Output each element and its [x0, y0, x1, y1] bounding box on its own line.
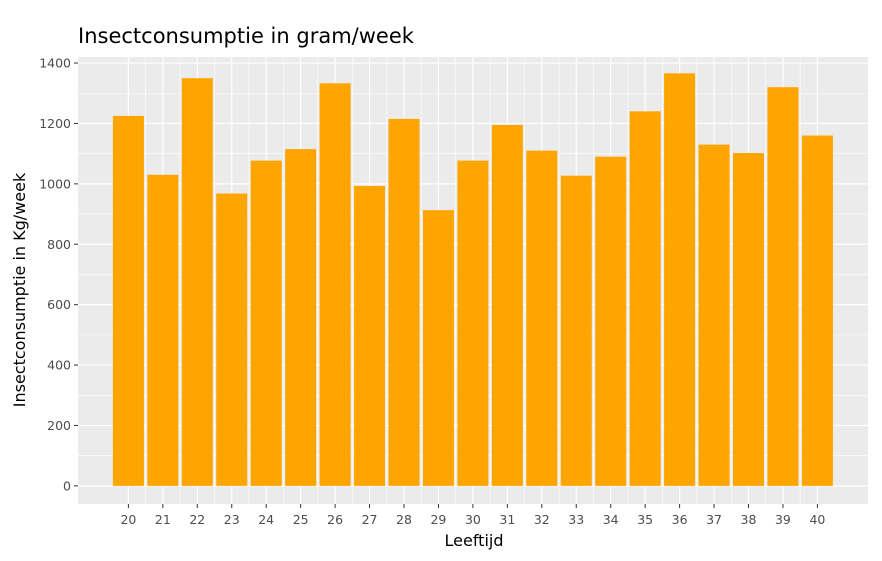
x-tick-label: 30: [465, 512, 481, 527]
x-tick-label: 31: [499, 512, 515, 527]
bar-32: [526, 150, 558, 486]
bar-37: [698, 144, 730, 486]
bar-38: [733, 153, 765, 486]
y-tick-label: 1000: [39, 176, 71, 191]
bar-27: [354, 185, 386, 486]
x-axis-ticks: 20 21 22 23 24 25 26 27 28 29 30 31 32 33 34 35 36 37 38 39…: [120, 504, 825, 527]
bar-23: [216, 193, 248, 486]
bar-24: [250, 160, 282, 486]
x-tick-label: 34: [603, 512, 619, 527]
x-tick-label: 35: [637, 512, 653, 527]
x-tick-label: 36: [672, 512, 688, 527]
x-tick-label: 33: [568, 512, 584, 527]
chart-title: Insectconsumptie in gram/week: [78, 24, 415, 48]
y-tick-label: 600: [47, 297, 71, 312]
y-axis-title: Insectconsumptie in Kg/week: [10, 172, 29, 407]
bar-39: [767, 87, 799, 486]
y-tick-label: 1400: [39, 56, 71, 71]
x-tick-label: 38: [741, 512, 757, 527]
bar-36: [664, 73, 696, 486]
y-tick-label: 0: [63, 478, 71, 493]
x-tick-label: 26: [327, 512, 343, 527]
y-tick-label: 200: [47, 418, 71, 433]
x-tick-label: 25: [293, 512, 309, 527]
x-tick-label: 29: [430, 512, 446, 527]
x-axis-title: Leeftijd: [445, 531, 504, 550]
x-tick-label: 37: [706, 512, 722, 527]
bar-26: [319, 83, 351, 486]
y-tick-label: 800: [47, 237, 71, 252]
bar-40: [801, 135, 833, 486]
x-tick-label: 27: [362, 512, 378, 527]
y-tick-label: 1200: [39, 116, 71, 131]
x-tick-label: 21: [155, 512, 171, 527]
bar-28: [388, 118, 420, 486]
bar-25: [285, 149, 317, 486]
bar-20: [112, 115, 144, 486]
y-tick-label: 400: [47, 358, 71, 373]
x-tick-label: 22: [189, 512, 205, 527]
x-tick-label: 24: [258, 512, 274, 527]
bar-31: [491, 124, 523, 486]
y-axis-ticks: 0 200 400 600 800 1000 1200 1400: [39, 56, 78, 493]
bar-34: [595, 156, 627, 486]
bar-29: [422, 210, 454, 486]
x-tick-label: 39: [775, 512, 791, 527]
bar-21: [147, 174, 179, 486]
bar-35: [629, 111, 661, 486]
bar-22: [181, 78, 213, 486]
bar-30: [457, 160, 489, 486]
x-tick-label: 20: [120, 512, 136, 527]
x-tick-label: 32: [534, 512, 550, 527]
x-tick-label: 40: [809, 512, 825, 527]
bar-33: [560, 175, 592, 486]
x-tick-label: 23: [224, 512, 240, 527]
bars: [112, 73, 833, 486]
x-tick-label: 28: [396, 512, 412, 527]
